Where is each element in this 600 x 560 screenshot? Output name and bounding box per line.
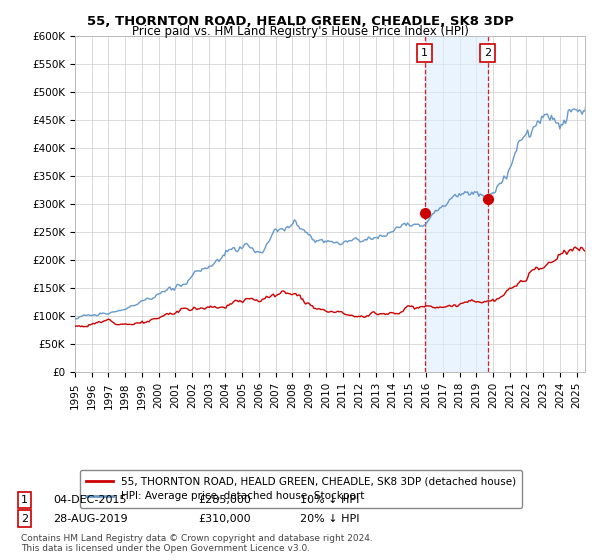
Text: 04-DEC-2015: 04-DEC-2015 [53, 495, 127, 505]
Text: 20% ↓ HPI: 20% ↓ HPI [300, 514, 359, 524]
Bar [425, 36, 488, 372]
Text: Price paid vs. HM Land Registry's House Price Index (HPI): Price paid vs. HM Land Registry's House … [131, 25, 469, 38]
Text: 1: 1 [21, 495, 28, 505]
Text: 2: 2 [484, 48, 491, 58]
Text: 28-AUG-2019: 28-AUG-2019 [53, 514, 127, 524]
Legend: 55, THORNTON ROAD, HEALD GREEN, CHEADLE, SK8 3DP (detached house), HPI: Average : 55, THORNTON ROAD, HEALD GREEN, CHEADLE,… [80, 470, 522, 508]
Text: 1: 1 [421, 48, 428, 58]
Text: £310,000: £310,000 [198, 514, 251, 524]
Text: Contains HM Land Registry data © Crown copyright and database right 2024.
This d: Contains HM Land Registry data © Crown c… [21, 534, 373, 553]
Text: 55, THORNTON ROAD, HEALD GREEN, CHEADLE, SK8 3DP: 55, THORNTON ROAD, HEALD GREEN, CHEADLE,… [86, 15, 514, 27]
Text: £285,000: £285,000 [198, 495, 251, 505]
Text: 2: 2 [21, 514, 28, 524]
Text: 10% ↓ HPI: 10% ↓ HPI [300, 495, 359, 505]
